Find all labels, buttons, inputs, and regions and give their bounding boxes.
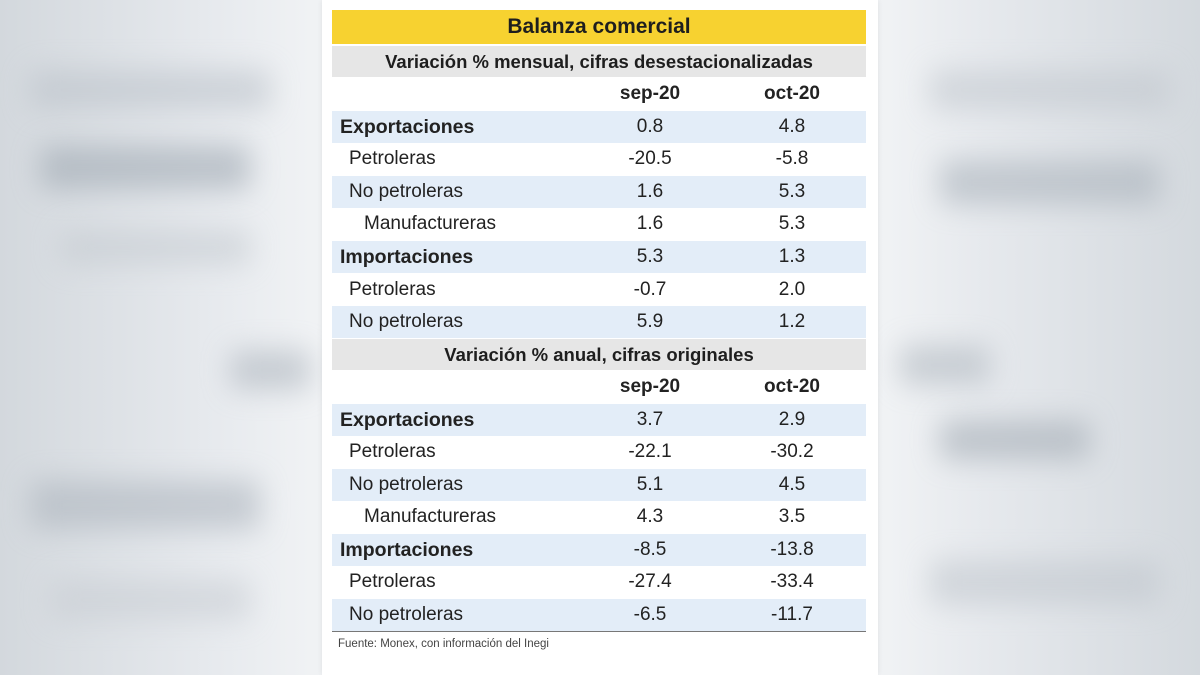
cell-value: 4.3: [636, 506, 664, 527]
cell-value: 3.7: [636, 409, 664, 430]
row-label: Petroleras: [349, 571, 436, 592]
cell-value: -5.8: [775, 148, 809, 169]
background-blur: [30, 480, 260, 530]
background-blur: [30, 70, 270, 110]
row-label: No petroleras: [349, 604, 464, 625]
table-row: Exportaciones 3.7 2.9: [332, 404, 866, 436]
cell-value: 1.3: [778, 246, 806, 267]
cell-value: 5.3: [778, 181, 806, 202]
section-heading-annual: Variación % anual, cifras originales: [332, 339, 866, 370]
cell-value: 1.2: [778, 311, 806, 332]
column-header: oct-20: [764, 376, 820, 397]
row-label: Petroleras: [349, 441, 436, 462]
cell-value: -20.5: [628, 148, 672, 169]
cell-value: 2.9: [778, 409, 806, 430]
background-blur: [50, 580, 250, 620]
table-row: No petroleras 5.9 1.2: [332, 306, 866, 338]
cell-value: 2.0: [778, 279, 806, 300]
table-row: Petroleras -27.4 -33.4: [332, 566, 866, 598]
cell-value: 5.1: [636, 474, 664, 495]
column-header-row: sep-20 oct-20: [332, 78, 866, 110]
section-heading-monthly: Variación % mensual, cifras desestaciona…: [332, 46, 866, 77]
table-row: Importaciones -8.5 -13.8: [332, 534, 866, 566]
cell-value: -27.4: [628, 571, 672, 592]
cell-value: -8.5: [633, 539, 667, 560]
cell-value: 5.3: [636, 246, 664, 267]
table-row: Manufactureras 4.3 3.5: [332, 501, 866, 533]
cell-value: -0.7: [633, 279, 667, 300]
table-row: Petroleras -22.1 -30.2: [332, 436, 866, 468]
cell-value: 4.8: [778, 116, 806, 137]
background-blur: [940, 160, 1160, 205]
row-label: Petroleras: [349, 279, 436, 300]
table-row: No petroleras 1.6 5.3: [332, 176, 866, 208]
background-blur: [900, 345, 990, 385]
row-label: Importaciones: [340, 246, 474, 268]
background-blur: [930, 70, 1170, 110]
cell-value: 3.5: [778, 506, 806, 527]
column-header-row: sep-20 oct-20: [332, 371, 866, 403]
background-blur: [40, 145, 250, 190]
row-label: Manufactureras: [364, 506, 497, 527]
column-header: sep-20: [619, 376, 681, 397]
table-row: Exportaciones 0.8 4.8: [332, 111, 866, 143]
background-blur: [60, 230, 250, 265]
row-label: Exportaciones: [340, 409, 475, 431]
table-row: No petroleras 5.1 4.5: [332, 469, 866, 501]
background-blur: [930, 560, 1160, 605]
row-label: Importaciones: [340, 539, 474, 561]
cell-value: -33.4: [770, 571, 814, 592]
background-blur: [940, 420, 1090, 460]
table-title: Balanza comercial: [332, 10, 866, 44]
cell-value: -13.8: [770, 539, 814, 560]
column-header: sep-20: [619, 83, 681, 104]
cell-value: 0.8: [636, 116, 664, 137]
table-row: Petroleras -0.7 2.0: [332, 274, 866, 306]
source-note: Fuente: Monex, con información del Inegi: [338, 638, 549, 650]
cell-value: -11.7: [771, 604, 813, 625]
row-label: No petroleras: [349, 474, 464, 495]
cell-value: 1.6: [636, 213, 664, 234]
row-label: No petroleras: [349, 181, 464, 202]
table-row: Importaciones 5.3 1.3: [332, 241, 866, 273]
cell-value: -22.1: [628, 441, 672, 462]
cell-value: -30.2: [770, 441, 814, 462]
table-row: Petroleras -20.5 -5.8: [332, 143, 866, 175]
table-bottom-divider: [332, 631, 866, 632]
row-label: Exportaciones: [340, 116, 475, 138]
cell-value: 4.5: [778, 474, 806, 495]
row-label: No petroleras: [349, 311, 464, 332]
cell-value: 5.9: [636, 311, 664, 332]
row-label: Manufactureras: [364, 213, 497, 234]
cell-value: 1.6: [636, 181, 664, 202]
trade-balance-table: Balanza comercial Variación % mensual, c…: [322, 0, 878, 675]
column-header: oct-20: [764, 83, 820, 104]
table-row: No petroleras -6.5 -11.7: [332, 599, 866, 631]
background-blur: [230, 350, 310, 390]
row-label: Petroleras: [349, 148, 436, 169]
cell-value: 5.3: [778, 213, 806, 234]
table-row: Manufactureras 1.6 5.3: [332, 208, 866, 240]
cell-value: -6.5: [633, 604, 667, 625]
